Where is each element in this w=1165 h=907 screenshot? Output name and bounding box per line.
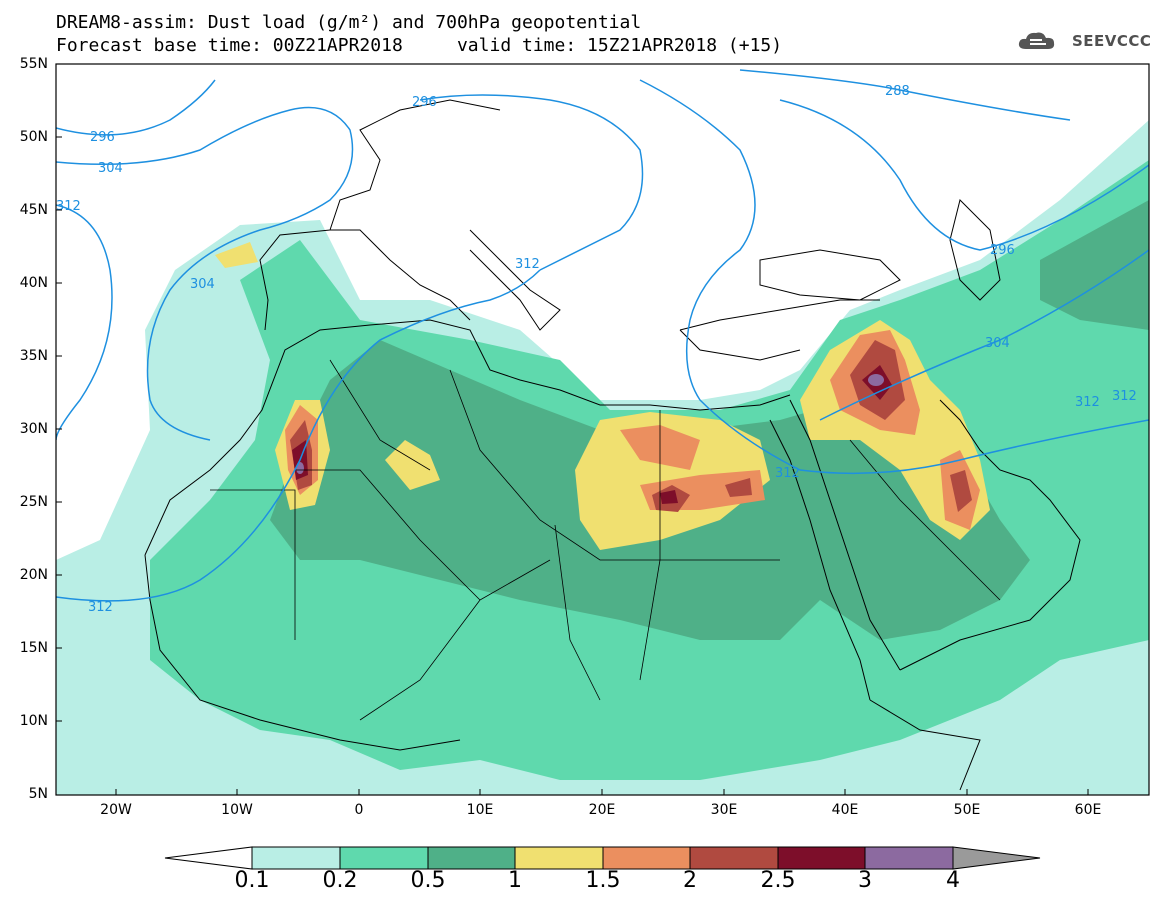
dust-level-1d — [385, 440, 440, 490]
latitude-label: 35N — [19, 348, 48, 364]
coast-caspian — [949, 199, 1001, 301]
geopotential-contours — [56, 69, 1149, 602]
latitude-label: 55N — [19, 56, 48, 72]
coast-red-sea — [769, 399, 901, 701]
dust-fields — [56, 120, 1149, 795]
contour-label: 304 — [985, 336, 1010, 351]
contour-label: 288 — [885, 84, 910, 99]
brand-name: SEEVCCC — [1072, 32, 1152, 50]
dust-level-1e — [215, 242, 258, 268]
latitude-label: 45N — [19, 202, 48, 218]
colorbar — [164, 846, 1041, 870]
borders — [210, 359, 1001, 721]
colorbar-swatch — [689, 846, 779, 870]
longitude-label: 60E — [1074, 802, 1102, 818]
contour-label: 312 — [1075, 395, 1100, 410]
dust-level-4 — [868, 374, 884, 386]
coast-west-africa — [144, 554, 461, 751]
colorbar-label: 1 — [508, 868, 522, 893]
colorbar-label: 3 — [858, 868, 872, 893]
axis-ticks — [56, 63, 1089, 795]
cloud-icon — [1018, 32, 1055, 49]
coast-black-sea — [759, 249, 901, 301]
seevccc-logo: SEEVCCC — [1016, 29, 1151, 53]
coast-turkey — [679, 299, 880, 361]
colorbar-swatch — [427, 846, 516, 870]
contour-label: 312 — [88, 600, 113, 615]
forecast-time-subtitle: Forecast base time: 00Z21APR2018 valid t… — [56, 35, 783, 56]
colorbar-label: 0.2 — [322, 868, 358, 893]
contour-label: 296 — [412, 95, 437, 110]
coast-europe — [259, 99, 501, 331]
coast-arabia — [899, 399, 1081, 671]
contour-288 — [739, 69, 1071, 121]
colorbar-swatch — [864, 846, 954, 870]
longitude-label: 50E — [953, 802, 981, 818]
contour-304-east — [819, 249, 1149, 421]
colorbar-label: 0.1 — [234, 868, 270, 893]
latitude-label: 15N — [19, 640, 48, 656]
colorbar-swatch — [251, 846, 341, 870]
coastlines — [144, 99, 1081, 791]
latitude-label: 5N — [28, 786, 48, 802]
contour-label: 296 — [990, 243, 1015, 258]
longitude-label: 0 — [354, 802, 364, 818]
contour-312-south — [56, 269, 541, 602]
contour-label: 296 — [90, 130, 115, 145]
contour-label: 312 — [1112, 389, 1137, 404]
coast-horn — [869, 699, 981, 791]
colorbar-low-arrow — [164, 846, 253, 870]
latitude-label: 50N — [19, 129, 48, 145]
colorbar-label: 2 — [683, 868, 697, 893]
longitude-label: 20W — [100, 802, 132, 818]
contour-labels: 288 296 304 312 312 296 304 312 304 312 … — [56, 84, 1137, 615]
contour-label: 304 — [190, 277, 215, 292]
contour-312-west — [56, 204, 113, 441]
latitude-label: 30N — [19, 421, 48, 437]
contour-label: 312 — [515, 257, 540, 272]
coast-italy — [469, 229, 561, 331]
colorbar-swatch — [602, 846, 691, 870]
latitude-label: 10N — [19, 713, 48, 729]
colorbar-swatch — [514, 846, 604, 870]
map-title: DREAM8-assim: Dust load (g/m²) and 700hP… — [56, 12, 642, 33]
longitude-label: 10W — [221, 802, 253, 818]
longitude-label: 10E — [466, 802, 494, 818]
longitude-label: 20E — [588, 802, 616, 818]
contour-296-west — [56, 79, 216, 136]
contour-312-east — [419, 94, 644, 271]
contour-296-east — [779, 99, 1149, 251]
contour-304-central — [639, 79, 1149, 475]
dust-level-0-5b — [1040, 200, 1149, 330]
colorbar-swatch — [339, 846, 429, 870]
longitude-label: 40E — [831, 802, 859, 818]
dust-level-4b — [296, 462, 304, 474]
border-lines — [210, 359, 1001, 721]
colorbar-label: 2.5 — [760, 868, 796, 893]
coast-north-africa — [144, 319, 791, 556]
contour-label: 304 — [98, 161, 123, 176]
colorbar-high-arrow — [952, 846, 1041, 870]
latitude-label: 40N — [19, 275, 48, 291]
colorbar-swatch — [777, 846, 866, 870]
colorbar-label: 0.5 — [410, 868, 446, 893]
contour-label: 312 — [775, 466, 800, 481]
contour-label: 312 — [56, 199, 81, 214]
dust-level-2-5 — [652, 478, 752, 512]
longitude-label: 30E — [710, 802, 738, 818]
latitude-label: 25N — [19, 494, 48, 510]
colorbar-label: 1.5 — [585, 868, 621, 893]
contour-304-west — [56, 106, 354, 441]
latitude-label: 20N — [19, 567, 48, 583]
colorbar-label: 4 — [946, 868, 960, 893]
